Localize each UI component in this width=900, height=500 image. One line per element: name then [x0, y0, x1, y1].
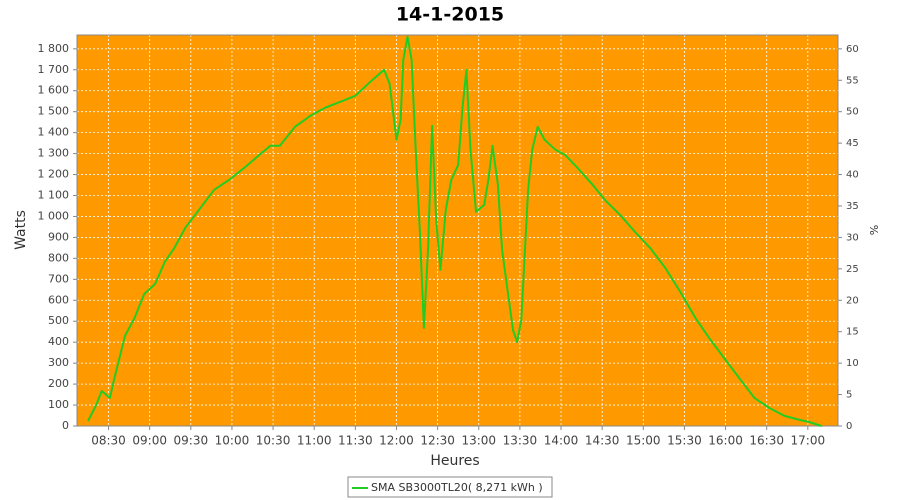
y-tick-label: 1 100 — [38, 189, 70, 202]
y-tick-label: 1 000 — [38, 209, 70, 222]
y2-tick-label: 25 — [846, 264, 859, 275]
x-tick-label: 11:00 — [297, 434, 332, 448]
y2-tick-label: 0 — [846, 421, 852, 432]
x-tick-label: 15:30 — [667, 434, 702, 448]
y2-tick-label: 35 — [846, 201, 859, 212]
x-tick-label: 15:00 — [626, 434, 661, 448]
x-tick-label: 08:30 — [91, 434, 126, 448]
y2-tick-label: 5 — [846, 390, 852, 401]
x-axis-label: Heures — [430, 453, 479, 469]
y-tick-label: 500 — [48, 314, 69, 327]
y-tick-label: 1 500 — [38, 105, 70, 118]
plot-area — [77, 35, 838, 426]
y-tick-label: 1 400 — [38, 126, 70, 139]
x-tick-label: 16:00 — [708, 434, 743, 448]
y2-tick-label: 30 — [846, 232, 859, 243]
plot-border — [76, 34, 839, 427]
x-tick-label: 14:30 — [585, 434, 620, 448]
y2-tick-label: 10 — [846, 358, 859, 369]
chart-title: 14-1-2015 — [396, 4, 504, 26]
x-tick-label: 16:30 — [749, 434, 784, 448]
data-line — [87, 35, 822, 427]
y-tick-label: 1 800 — [38, 42, 70, 55]
x-tick-label: 12:30 — [420, 434, 455, 448]
x-tick-label: 13:30 — [503, 434, 538, 448]
y2-axis-label: % — [867, 225, 880, 235]
y-tick-label: 100 — [48, 398, 69, 411]
y-tick-label: 1 700 — [38, 63, 70, 76]
x-tick-label: 12:00 — [379, 434, 414, 448]
x-tick-label: 14:00 — [544, 434, 579, 448]
x-tick-label: 10:00 — [215, 434, 250, 448]
y2-tick-label: 20 — [846, 295, 859, 306]
y2-tick-label: 60 — [846, 44, 859, 55]
legend-entry: SMA SB3000TL20( 8,271 kWh ) — [371, 481, 543, 494]
y2-tick-label: 55 — [846, 75, 859, 86]
y-tick-label: 1 600 — [38, 84, 70, 97]
x-tick-label: 13:00 — [461, 434, 496, 448]
y-tick-label: 600 — [48, 293, 69, 306]
x-tick-label: 09:30 — [174, 434, 209, 448]
y2-tick-label: 50 — [846, 107, 859, 118]
y2-tick-label: 45 — [846, 138, 859, 149]
y-tick-label: 300 — [48, 356, 69, 369]
y2-tick-label: 40 — [846, 170, 859, 181]
y-tick-label: 1 300 — [38, 147, 70, 160]
y-tick-label: 0 — [62, 419, 69, 432]
y-tick-label: 800 — [48, 251, 69, 264]
y2-tick-label: 15 — [846, 327, 859, 338]
y-tick-label: 1 200 — [38, 168, 70, 181]
x-tick-label: 17:00 — [791, 434, 826, 448]
x-tick-label: 09:00 — [132, 434, 167, 448]
y-tick-label: 900 — [48, 230, 69, 243]
x-tick-label: 11:30 — [338, 434, 373, 448]
y-axis-label: Watts — [13, 210, 29, 250]
legend-box — [347, 476, 553, 498]
y-tick-label: 700 — [48, 272, 69, 285]
y-tick-label: 400 — [48, 335, 69, 348]
y-tick-label: 200 — [48, 377, 69, 390]
x-tick-label: 10:30 — [256, 434, 291, 448]
